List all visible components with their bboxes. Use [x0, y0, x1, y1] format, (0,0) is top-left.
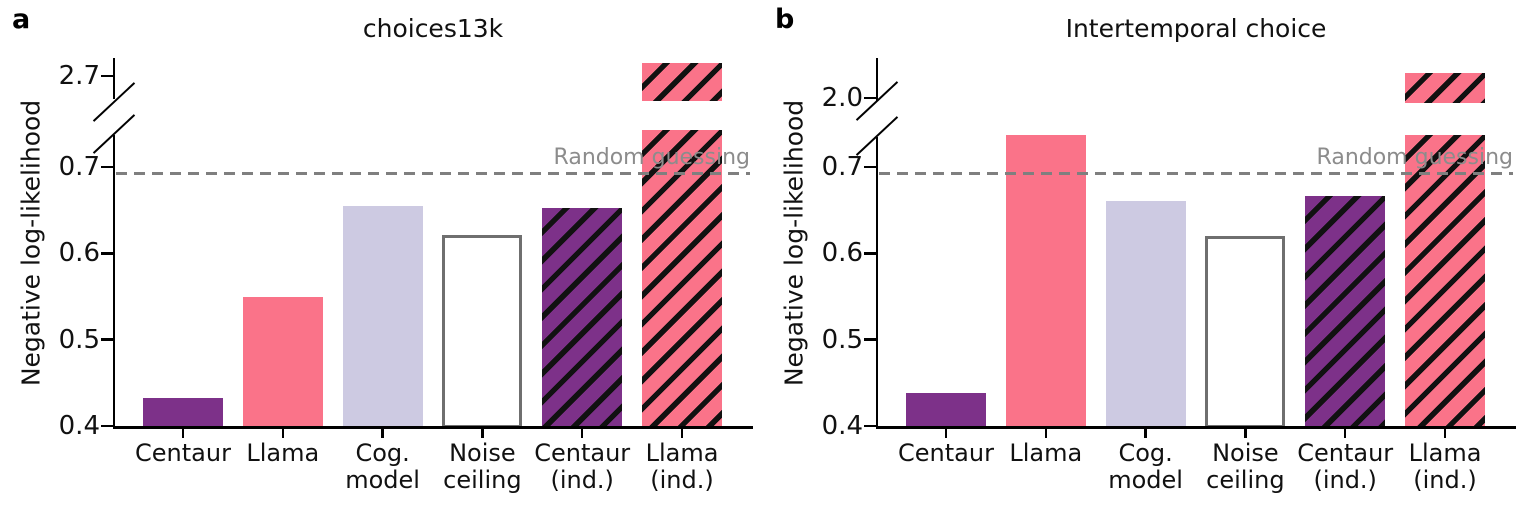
y-tick-label-0.7: 0.7: [821, 152, 863, 183]
y-axis-label-b: Negative log-likelihood: [779, 99, 809, 387]
y-tick-0.6: [864, 252, 877, 255]
x-tick-llama-ind: [680, 428, 684, 438]
y-axis-spine-upper: [113, 58, 116, 99]
x-axis-line: [113, 426, 753, 429]
x-tick-label-noise-ceiling: Noise ceiling: [1206, 439, 1285, 494]
bar-noise-ceiling: [442, 235, 523, 428]
panel-title-b: Intertemporal choice: [1065, 14, 1327, 43]
x-tick-noise-ceiling: [1244, 428, 1247, 438]
x-tick-centaur-ind: [1343, 428, 1347, 438]
x-tick-noise-ceiling: [481, 428, 484, 438]
x-tick-llama-ind: [1443, 428, 1447, 438]
y-tick-0.7: [864, 165, 877, 169]
bar-centaur-ind: [542, 207, 623, 428]
axis-break-slash-upper: [855, 81, 899, 121]
bar-cog-model: [342, 205, 423, 428]
y-tick-0.4: [864, 424, 877, 428]
bar-centaur: [143, 397, 223, 428]
bar-centaur-ind: [1305, 195, 1386, 428]
axis-break-slash-lower: [92, 114, 136, 154]
bar-llama-ind-upper-segment: [642, 63, 722, 101]
bar-llama-ind: [1405, 135, 1485, 428]
x-axis-line: [876, 426, 1516, 429]
y-tick-label-0.5: 0.5: [58, 324, 100, 355]
x-tick-centaur-ind: [580, 428, 584, 438]
y-tick-0.7: [101, 165, 114, 169]
axis-break-slash-lower: [855, 116, 899, 156]
y-tick-label-0.6: 0.6: [58, 238, 100, 269]
random-guessing-line: [116, 172, 750, 175]
x-tick-label-cog-model: Cog. model: [1108, 439, 1183, 494]
x-tick-cog-model: [381, 428, 384, 438]
panel-letter-b: b: [775, 4, 795, 35]
bar-noise-ceiling: [1205, 236, 1286, 428]
random-guessing-label: Random guessing: [1316, 145, 1513, 170]
bar-llama: [1005, 135, 1086, 428]
y-tick-label-0.4: 0.4: [58, 411, 100, 441]
y-tick-label-0.6: 0.6: [821, 238, 863, 269]
bar-centaur: [906, 393, 986, 428]
y-tick-label-2.7: 2.7: [58, 61, 100, 91]
x-tick-label-noise-ceiling: Noise ceiling: [443, 439, 522, 494]
x-tick-label-llama-ind: Llama (ind.): [645, 439, 719, 494]
x-tick-label-centaur-ind: Centaur (ind.): [1297, 439, 1394, 494]
x-tick-label-llama-ind: Llama (ind.): [1408, 439, 1482, 494]
x-tick-label-llama: Llama: [246, 439, 320, 467]
bar-llama: [242, 297, 323, 428]
bar-cog-model: [1105, 200, 1186, 428]
random-guessing-label: Random guessing: [553, 145, 750, 170]
y-axis-spine-lower: [113, 135, 116, 429]
panel-title-a: choices13k: [362, 14, 504, 43]
x-tick-label-centaur-ind: Centaur (ind.): [534, 439, 631, 494]
axis-break-slash-upper: [92, 82, 136, 122]
y-axis-label-a: Negative log-likelihood: [16, 99, 46, 387]
x-tick-cog-model: [1144, 428, 1147, 438]
x-tick-llama: [1044, 428, 1048, 438]
x-tick-label-cog-model: Cog. model: [345, 439, 420, 494]
y-tick-2: [864, 96, 877, 100]
y-tick-label-2: 2.0: [821, 83, 863, 113]
y-tick-label-0.7: 0.7: [58, 152, 100, 183]
y-tick-0.4: [101, 424, 114, 428]
y-tick-0.5: [101, 338, 114, 341]
x-tick-label-llama: Llama: [1009, 439, 1083, 467]
random-guessing-line: [879, 172, 1513, 175]
y-tick-0.6: [101, 252, 114, 255]
y-axis-spine-lower: [876, 137, 879, 429]
bar-llama-ind-upper-segment: [1405, 72, 1485, 103]
x-tick-centaur: [944, 428, 948, 438]
x-tick-llama: [281, 428, 285, 438]
y-tick-0.5: [864, 338, 877, 341]
panel-letter-a: a: [12, 4, 31, 35]
bar-llama-ind: [642, 130, 722, 428]
x-tick-label-centaur: Centaur: [135, 439, 231, 467]
y-tick-2.7: [101, 74, 114, 78]
y-axis-spine-upper: [876, 58, 879, 101]
x-tick-centaur: [181, 428, 185, 438]
y-tick-label-0.5: 0.5: [821, 324, 863, 355]
x-tick-label-centaur: Centaur: [898, 439, 994, 467]
y-tick-label-0.4: 0.4: [821, 411, 863, 441]
